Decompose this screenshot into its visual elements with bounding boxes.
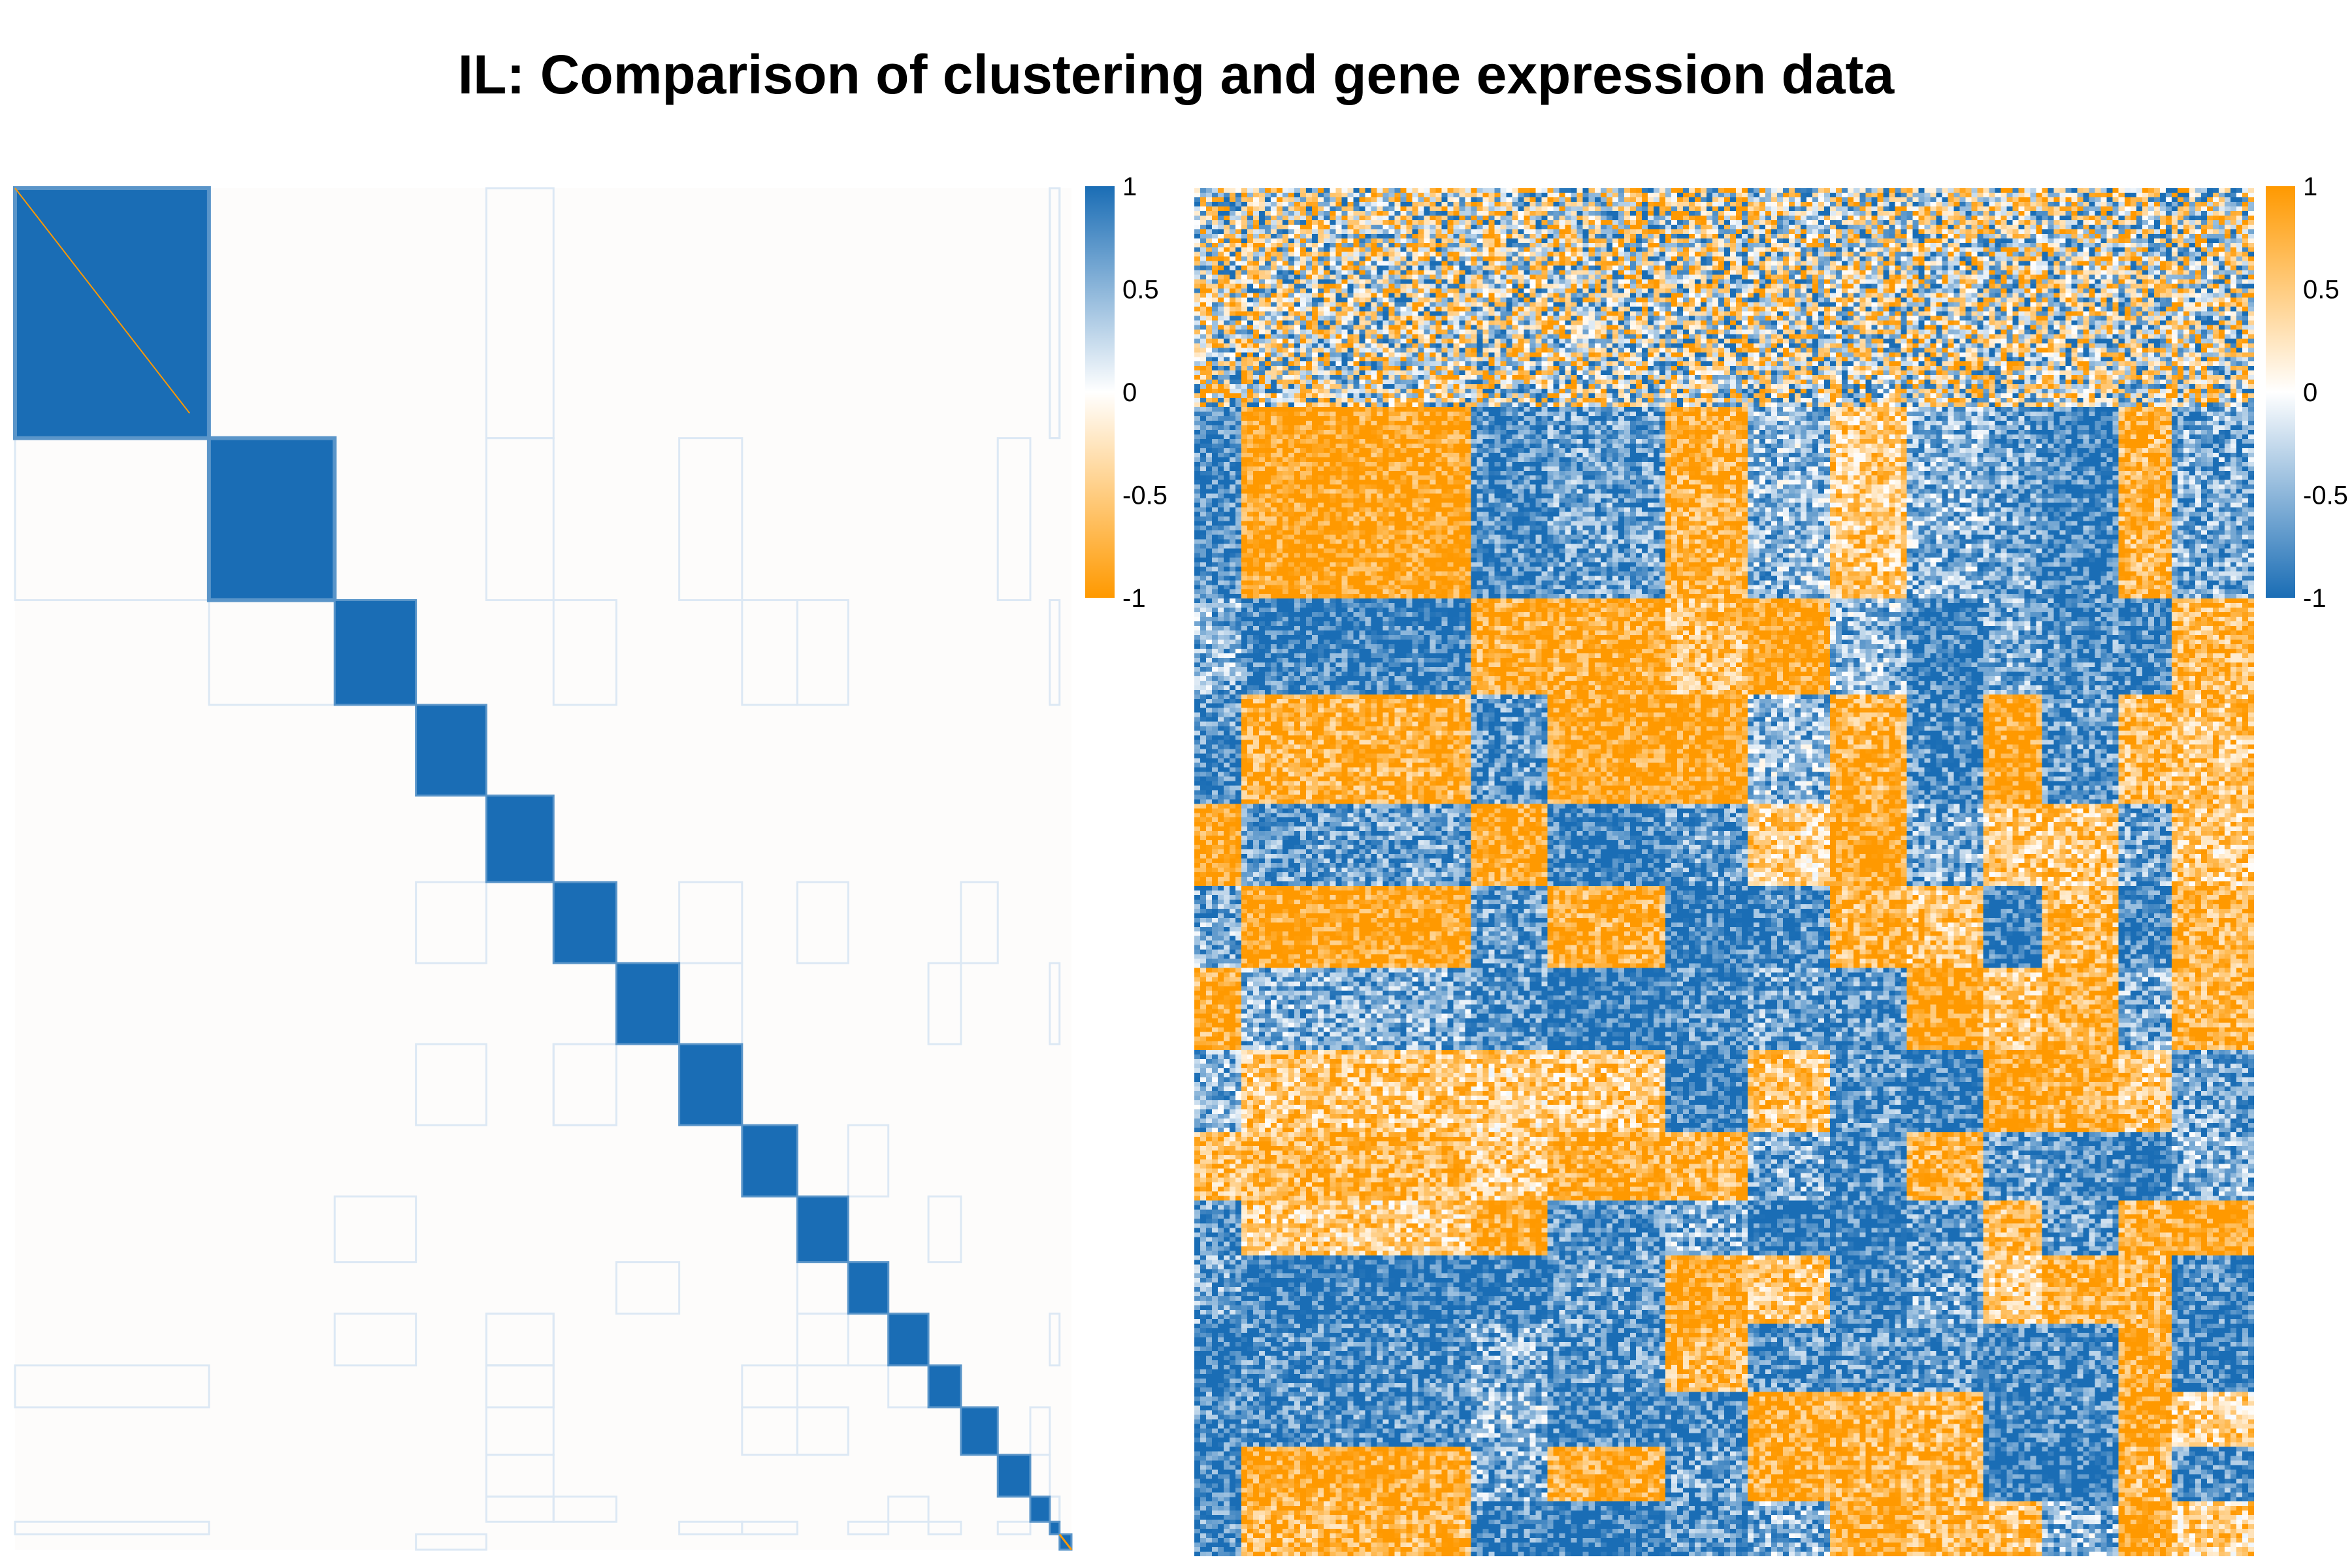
cluster-block-15 (996, 1454, 1032, 1498)
weak-coclustering-region (1049, 187, 1061, 440)
expression-heatmap (1194, 188, 2254, 1556)
weak-coclustering-region (333, 1195, 417, 1264)
similarity-heatmap (13, 186, 1073, 1551)
weak-coclustering-region (927, 1520, 962, 1535)
cluster-block-10 (796, 1195, 849, 1264)
expression-colorbar-gradient (2266, 186, 2295, 598)
weak-coclustering-region (996, 437, 1032, 602)
cluster-block-12 (887, 1313, 930, 1367)
expression-heatmap-cells (1194, 188, 2254, 1556)
similarity-colorbar-gradient (1085, 186, 1115, 598)
weak-coclustering-region (678, 881, 743, 964)
cluster-block-11 (847, 1261, 890, 1315)
colorbar-tick-label: 1 (1122, 172, 1137, 201)
colorbar-tick-label: 0.5 (1122, 276, 1159, 304)
cluster-block-2 (206, 436, 337, 602)
diagonal-tail-line (1058, 1533, 1073, 1550)
weak-coclustering-region (847, 1124, 890, 1198)
colorbar-tick-label: 0 (1122, 378, 1137, 407)
weak-coclustering-region (1049, 599, 1061, 706)
weak-coclustering-region (415, 881, 487, 964)
cluster-block-9 (741, 1124, 798, 1198)
weak-coclustering-region (333, 1313, 417, 1367)
colorbar-tick-label: -0.5 (1122, 482, 1168, 510)
cluster-block-7 (615, 962, 681, 1045)
weak-coclustering-region (14, 1364, 210, 1409)
weak-coclustering-region (887, 1495, 930, 1523)
diagonal-line (14, 188, 190, 414)
cluster-block-4 (415, 704, 487, 797)
weak-coclustering-region (485, 187, 555, 440)
weak-coclustering-region (14, 1520, 210, 1535)
colorbar-tick-label: -1 (1122, 584, 1146, 613)
weak-coclustering-region (485, 1364, 555, 1409)
colorbar-tick-label: -0.5 (2303, 482, 2348, 510)
weak-coclustering-region (615, 1261, 681, 1315)
page-title: IL: Comparison of clustering and gene ex… (457, 44, 1895, 105)
weak-coclustering-region (796, 881, 849, 964)
cluster-block-13 (927, 1364, 962, 1409)
colorbar-tick-label: 0 (2303, 378, 2317, 407)
cluster-block-5 (485, 794, 555, 883)
colorbar-tick-label: 1 (2303, 172, 2317, 201)
weak-coclustering-region (552, 599, 617, 706)
weak-coclustering-region (415, 1533, 487, 1551)
weak-coclustering-region (741, 1406, 798, 1456)
weak-coclustering-region (1049, 962, 1061, 1045)
weak-coclustering-region (485, 1495, 555, 1523)
weak-coclustering-region (1049, 1313, 1061, 1367)
weak-coclustering-region (678, 1520, 743, 1535)
cluster-block-8 (678, 1043, 743, 1126)
weak-coclustering-region (927, 962, 962, 1045)
cluster-block-3 (333, 599, 417, 706)
weak-coclustering-region (847, 1520, 890, 1535)
weak-coclustering-region (996, 1520, 1032, 1535)
colorbar-tick-label: -1 (2303, 584, 2327, 613)
weak-coclustering-region (927, 1195, 962, 1264)
similarity-colorbar: 1 0.5 0 -0.5 -1 (1085, 172, 1168, 613)
cluster-block-6 (552, 881, 617, 964)
weak-coclustering-region (552, 1043, 617, 1126)
cluster-block-16 (1029, 1495, 1051, 1523)
weak-coclustering-region (415, 1043, 487, 1126)
cluster-block-14 (960, 1406, 999, 1456)
weak-coclustering-region (796, 1313, 849, 1367)
weak-coclustering-region (960, 881, 999, 964)
weak-coclustering-region (678, 437, 743, 602)
expression-colorbar: 1 0.5 0 -0.5 -1 (2266, 172, 2348, 613)
colorbar-tick-label: 0.5 (2303, 276, 2340, 304)
weak-coclustering-region (741, 599, 798, 706)
cluster-block-17 (1049, 1520, 1061, 1535)
